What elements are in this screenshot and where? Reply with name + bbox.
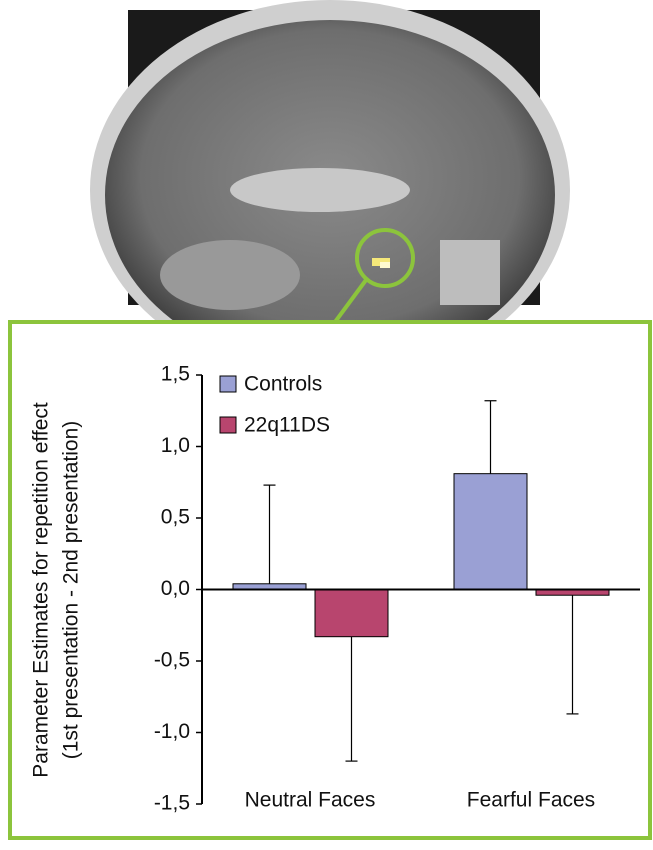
y-tick-label: -0,5 (154, 649, 190, 672)
y-tick-label: -1,5 (154, 792, 190, 815)
chart-frame (10, 322, 650, 838)
x-tick-label: Neutral Faces (245, 789, 376, 812)
y-tick-label: -1,0 (154, 720, 190, 743)
x-tick-label: Fearful Faces (467, 789, 595, 812)
legend-swatch (220, 417, 236, 433)
y-axis-label: (1st presentation - 2nd presentation) (60, 421, 83, 760)
y-tick-label: 0,5 (161, 506, 190, 529)
y-axis-label: Parameter Estimates for repetition effec… (30, 402, 53, 778)
legend-label: 22q11DS (244, 414, 330, 437)
y-tick-label: 1,0 (161, 434, 190, 457)
y-tick-label: 0,0 (161, 577, 190, 600)
bar (454, 474, 527, 590)
legend-swatch (220, 376, 236, 392)
figure: Parameter Estimates for repetition effec… (0, 0, 653, 845)
y-tick-label: 1,5 (161, 363, 190, 386)
legend-label: Controls (244, 373, 322, 396)
bar (315, 590, 388, 637)
